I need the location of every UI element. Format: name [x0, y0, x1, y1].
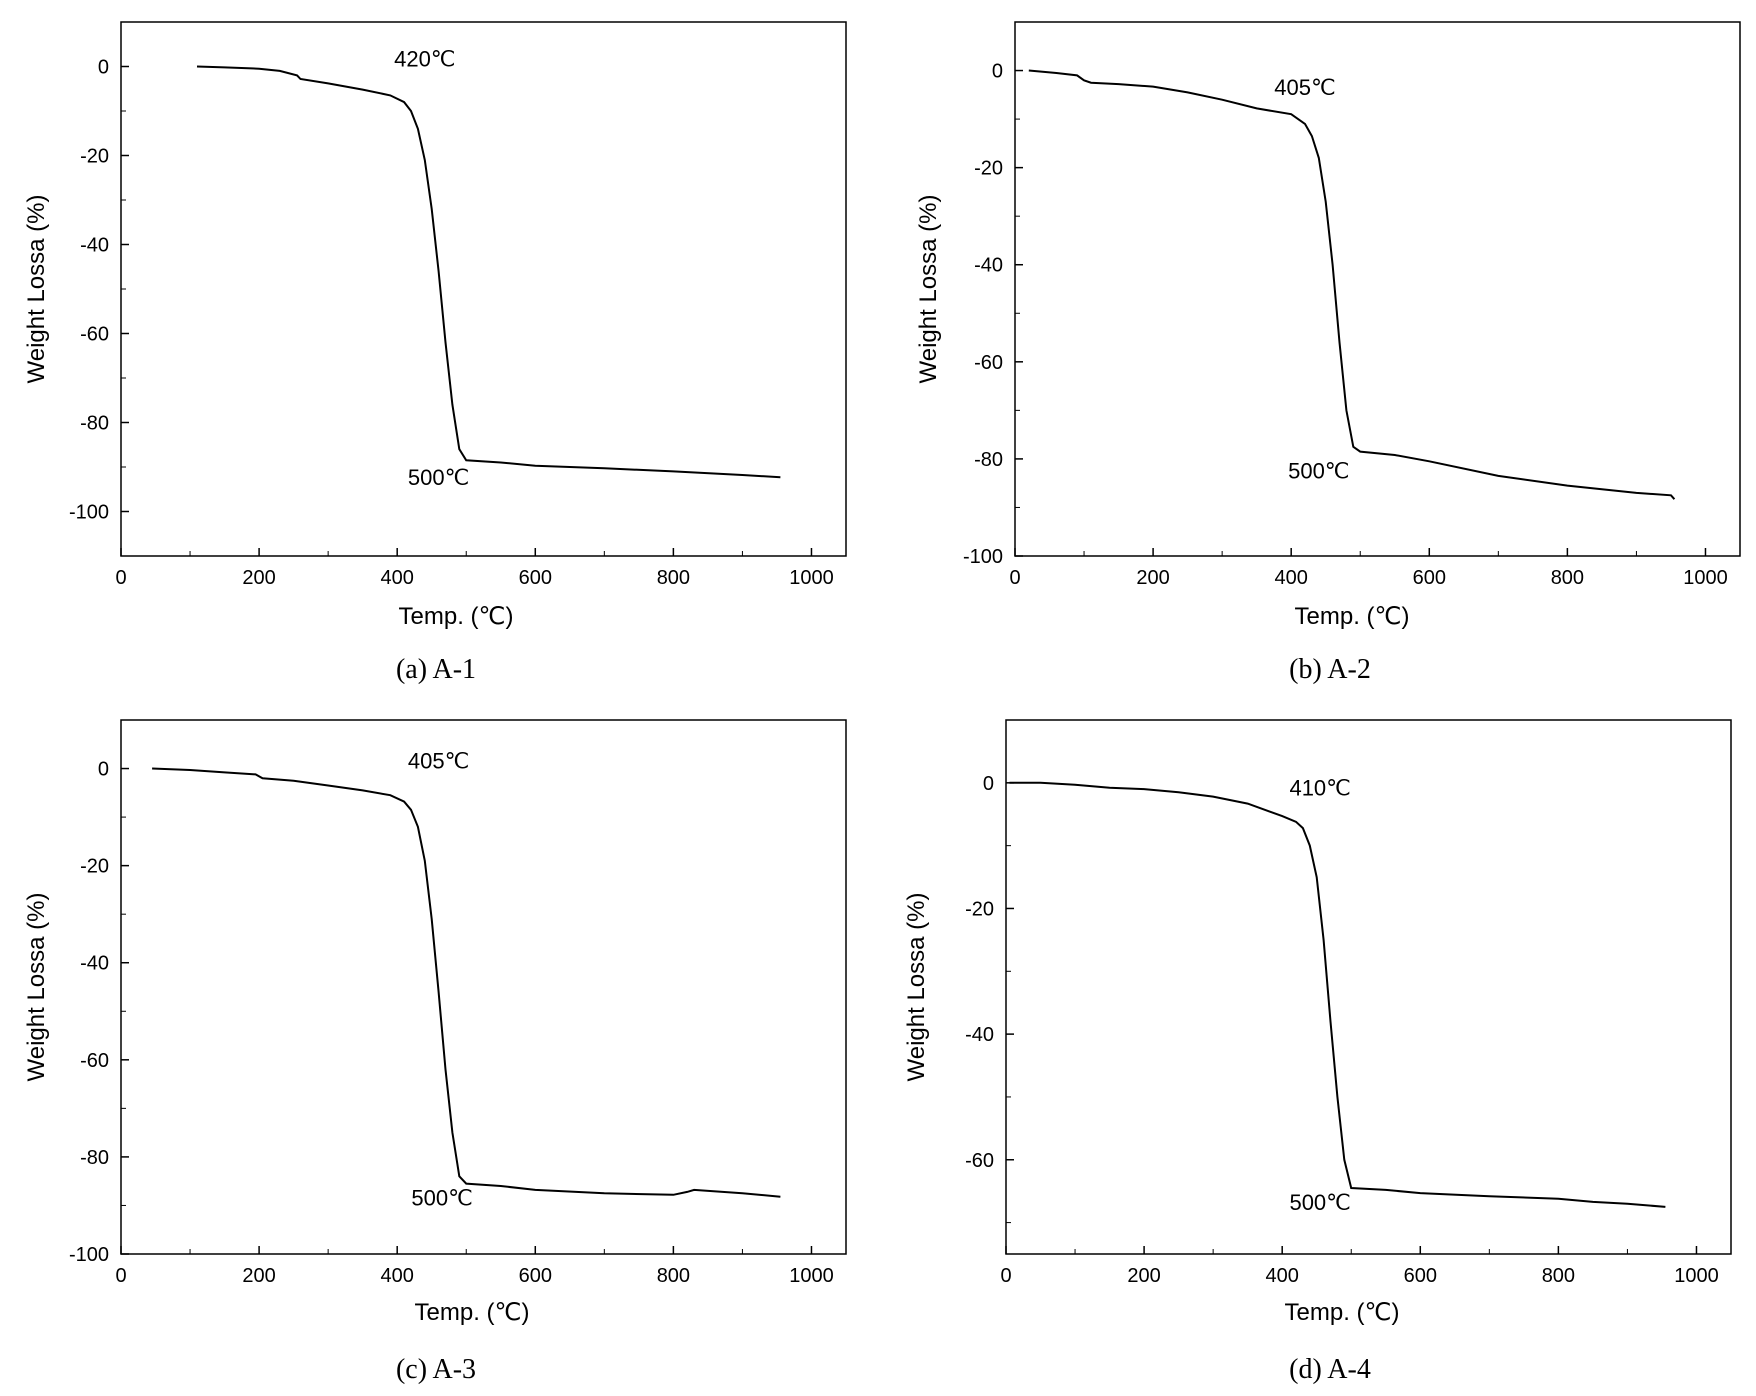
- x-tick-label: 1000: [789, 1265, 834, 1287]
- y-tick-label: -100: [69, 1244, 109, 1266]
- x-tick-label: 0: [1000, 1265, 1011, 1287]
- x-tick-label: 200: [1127, 1265, 1160, 1287]
- panel-caption: (b) A-2: [1289, 654, 1371, 685]
- y-axis-label: Weight Lossa (%): [23, 195, 50, 384]
- y-tick-label: -80: [974, 449, 1003, 471]
- y-tick-label: -20: [974, 158, 1003, 180]
- y-tick-label: -40: [80, 235, 109, 257]
- plot-frame: [1005, 719, 1732, 1255]
- y-tick-label: -60: [974, 352, 1003, 374]
- weight-loss-curve: [1028, 69, 1676, 500]
- y-tick-label: -20: [80, 856, 109, 878]
- x-ticks: 0 200 400 600 800 1000: [1000, 1246, 1719, 1287]
- x-ticks: 0 200 400 600 800 1000: [115, 1246, 834, 1287]
- y-ticks: 0 -20 -40 -60: [965, 773, 1014, 1224]
- onset-annotation: 420℃: [394, 47, 455, 72]
- y-axis-label: Weight Lossa (%): [23, 893, 50, 1082]
- weight-loss-curve: [196, 65, 781, 479]
- x-tick-label: 600: [519, 1265, 552, 1287]
- weight-loss-curve: [1009, 781, 1666, 1208]
- panel-caption: (d) A-4: [1289, 1354, 1371, 1385]
- x-tick-label: 400: [1266, 1265, 1299, 1287]
- onset-annotation: 410℃: [1289, 775, 1350, 800]
- x-ticks: 0 200 400 600 800 1000: [115, 548, 834, 589]
- end-annotation: 500℃: [1289, 1190, 1350, 1215]
- panel-d: 0 -20 -40 -60 0 200 400 600 800 1000 410℃ 500℃ T…: [903, 719, 1732, 1385]
- x-tick-label: 200: [242, 567, 275, 589]
- onset-annotation: 405℃: [408, 749, 469, 774]
- end-annotation: 500℃: [1288, 458, 1349, 483]
- x-tick-label: 1000: [1674, 1265, 1719, 1287]
- x-tick-label: 200: [242, 1265, 275, 1287]
- x-axis-label: Temp. (℃): [1285, 1299, 1400, 1326]
- y-tick-label: 0: [98, 57, 109, 79]
- x-tick-label: 0: [115, 1265, 126, 1287]
- y-tick-label: -40: [80, 953, 109, 975]
- y-tick-label: -60: [80, 324, 109, 346]
- panel-caption: (a) A-1: [396, 654, 476, 685]
- end-annotation: 500℃: [411, 1185, 472, 1210]
- x-tick-label: 400: [381, 567, 414, 589]
- y-tick-label: -80: [80, 413, 109, 435]
- end-annotation: 500℃: [408, 465, 469, 490]
- x-tick-label: 200: [1136, 567, 1169, 589]
- y-ticks: 0 -20 -40 -60 -80 -100: [69, 57, 129, 524]
- panel-a: 0 -20 -40 -60 -80 -100 0 200 400 600 800 1000 420℃…: [23, 21, 847, 685]
- x-tick-label: 600: [1413, 567, 1446, 589]
- x-tick-label: 1000: [1683, 567, 1728, 589]
- y-tick-label: -40: [974, 255, 1003, 277]
- x-tick-label: 600: [1404, 1265, 1437, 1287]
- panel-c: 0 -20 -40 -60 -80 -100 0 200 400 600 800 1000 405℃…: [23, 719, 847, 1385]
- y-tick-label: -80: [80, 1147, 109, 1169]
- y-tick-label: 0: [983, 773, 994, 795]
- x-ticks: 0 200 400 600 800 1000: [1009, 548, 1728, 589]
- y-tick-label: 0: [992, 61, 1003, 83]
- x-tick-label: 600: [519, 567, 552, 589]
- y-axis-label: Weight Lossa (%): [915, 195, 942, 384]
- y-tick-label: -100: [69, 502, 109, 524]
- y-tick-label: -60: [80, 1050, 109, 1072]
- x-tick-label: 400: [381, 1265, 414, 1287]
- y-tick-label: -20: [80, 146, 109, 168]
- y-tick-label: -40: [965, 1024, 994, 1046]
- x-axis-label: Temp. (℃): [399, 603, 514, 630]
- plot-frame: [120, 719, 847, 1255]
- panel-b: 0 -20 -40 -60 -80 -100 0 200 400 600 800 1000 405℃…: [915, 21, 1741, 685]
- y-tick-label: -20: [965, 898, 994, 920]
- x-tick-label: 400: [1275, 567, 1308, 589]
- x-tick-label: 0: [1009, 567, 1020, 589]
- x-axis-label: Temp. (℃): [1295, 603, 1410, 630]
- x-tick-label: 800: [657, 1265, 690, 1287]
- x-tick-label: 1000: [789, 567, 834, 589]
- y-axis-label: Weight Lossa (%): [903, 893, 930, 1082]
- plot-frame: [1014, 21, 1741, 557]
- onset-annotation: 405℃: [1274, 75, 1335, 100]
- y-tick-label: 0: [98, 759, 109, 781]
- y-ticks: 0 -20 -40 -60 -80 -100: [69, 759, 129, 1266]
- panel-caption: (c) A-3: [396, 1354, 476, 1385]
- x-axis-label: Temp. (℃): [415, 1299, 530, 1326]
- y-ticks: 0 -20 -40 -60 -80 -100: [963, 61, 1023, 568]
- y-tick-label: -100: [963, 546, 1003, 568]
- weight-loss-curve: [152, 767, 781, 1198]
- plot-frame: [120, 21, 847, 557]
- y-tick-label: -60: [965, 1150, 994, 1172]
- x-tick-label: 0: [115, 567, 126, 589]
- x-tick-label: 800: [657, 567, 690, 589]
- x-tick-label: 800: [1542, 1265, 1575, 1287]
- x-tick-label: 800: [1551, 567, 1584, 589]
